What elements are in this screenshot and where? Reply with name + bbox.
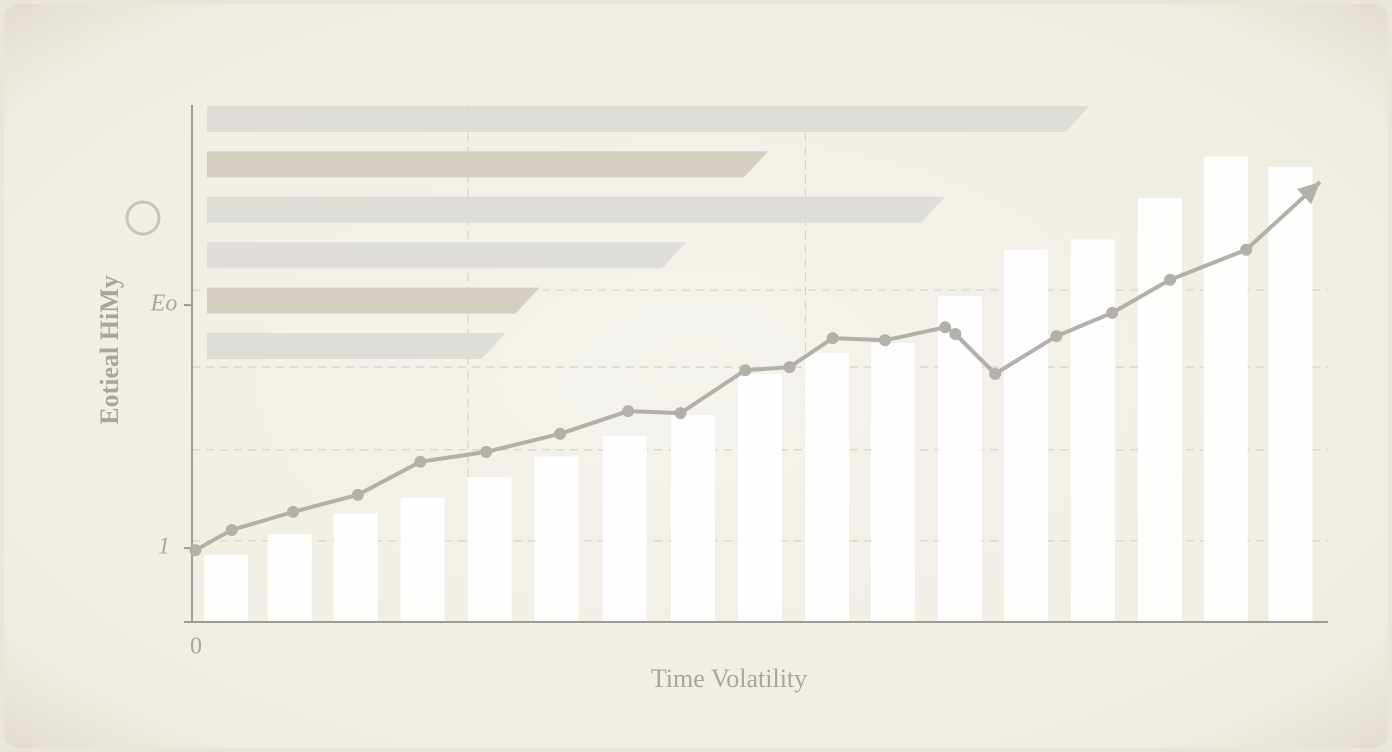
bar <box>467 477 512 622</box>
plot: 0 Eo 1 <box>150 105 1328 660</box>
y-tick-label: 1 <box>158 534 170 560</box>
line-marker <box>225 523 238 536</box>
line-marker <box>1164 273 1177 286</box>
bar <box>937 296 982 622</box>
x-axis-label: Time Volatility <box>651 664 807 693</box>
line-marker <box>351 488 364 501</box>
bar <box>1137 198 1182 622</box>
hbar <box>207 196 946 223</box>
line-marker <box>1050 330 1063 343</box>
line-marker <box>989 367 1002 380</box>
hbar <box>207 333 506 359</box>
line-marker <box>554 427 567 440</box>
line-marker <box>739 364 752 377</box>
bar <box>333 513 378 622</box>
line-marker <box>939 321 952 334</box>
bar <box>1003 249 1048 622</box>
line-marker <box>414 455 427 468</box>
bar <box>1070 239 1115 623</box>
bar <box>204 554 249 622</box>
y-tick-label: 0 <box>190 634 202 660</box>
line-marker <box>878 334 891 347</box>
bar <box>870 342 915 622</box>
bar <box>534 456 579 622</box>
line-marker <box>826 332 839 345</box>
hbar <box>207 106 1090 132</box>
bar <box>1203 156 1248 622</box>
line-marker <box>622 405 635 418</box>
hbar <box>207 242 687 269</box>
hbar <box>207 287 540 314</box>
line-marker <box>949 328 962 341</box>
bar <box>1268 167 1313 623</box>
hbar <box>207 151 768 178</box>
line-marker <box>189 544 202 557</box>
y-axis-label: Eotieal HiMy <box>95 275 124 424</box>
bar <box>602 435 647 622</box>
line-marker <box>1240 243 1253 256</box>
line-marker <box>1106 306 1119 319</box>
bar <box>805 353 850 622</box>
y-tick-label: Eo <box>150 291 178 317</box>
line-marker <box>287 505 300 518</box>
line-arrow <box>1297 182 1321 205</box>
bar <box>670 415 715 622</box>
bar <box>267 534 312 622</box>
bar <box>738 373 782 622</box>
line-marker <box>674 407 687 420</box>
bar <box>400 497 445 622</box>
icon <box>125 200 161 236</box>
line-marker <box>480 445 493 458</box>
line-marker <box>783 361 796 374</box>
